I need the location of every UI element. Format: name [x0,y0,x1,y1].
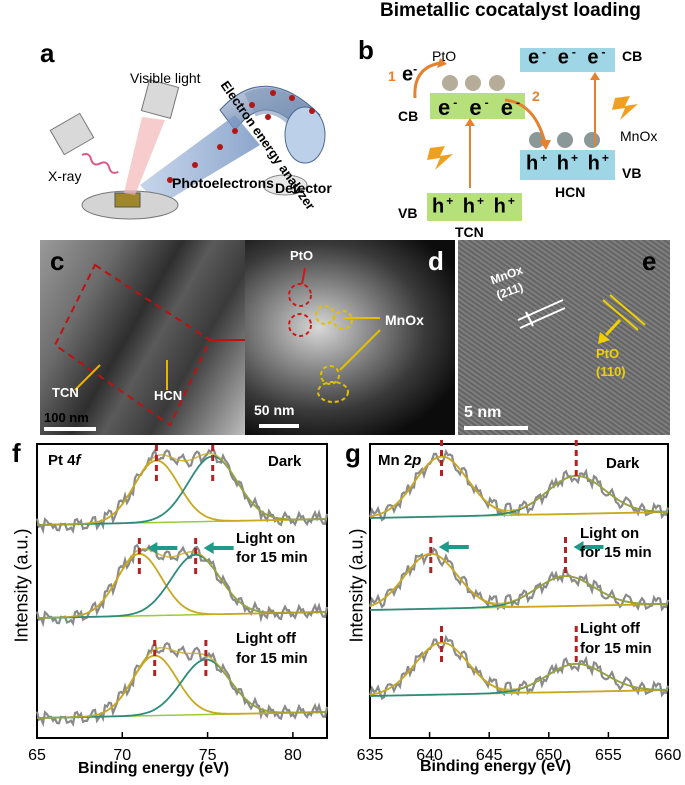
tcn-label-c: TCN [52,385,79,400]
mnox-label-b: MnOx [620,128,658,144]
pto-plane-e: (110) [596,364,626,379]
g-xlabel: Binding energy (eV) [420,758,572,775]
pto-label-d: PtO [290,248,314,263]
envelope-fit-f [37,548,327,619]
f-dark-label: Dark [268,453,302,470]
x-tick-label-g: 655 [595,747,622,764]
x-tick-label-g: 660 [655,747,682,764]
step2-label: 2 [532,88,540,104]
x-tick-label-f: 75 [199,747,217,764]
cb-right-label: CB [622,48,643,64]
f-lighton-1: Light on [236,530,296,547]
xps-setup-illustration [49,79,326,220]
figure-title: Bimetallic cocatalyst loading [380,0,641,21]
tcn-vb-holes: h+ h+ h+ [432,194,517,218]
x-tick-label-f: 70 [113,747,131,764]
panel-e-label: e [642,246,657,276]
vb-left-label: VB [398,205,418,221]
xps-charts: 65 70 75 80 635 640 645 650 655 660 [28,440,682,764]
x-tick-label-g: 640 [416,747,443,764]
raw-spectrum-f [35,543,329,628]
plot-frame-g [369,443,669,739]
raw-spectrum-f [35,640,329,728]
g-lighton-2: for 15 min [580,544,652,561]
panel-c-label: c [50,246,65,276]
envelope-fit-f [37,646,327,719]
pto-label-e: PtO [596,346,620,361]
x-tick-label-f: 80 [284,747,302,764]
g-lightoff-1: Light off [580,620,640,637]
cb-left-label: CB [398,108,419,124]
scale-bar-d: 50 nm [254,402,295,418]
panel-d-label: d [428,246,444,276]
panel-g-label: g [345,438,361,468]
x-tick-label-f: 65 [28,747,46,764]
x-tick-label-g: 645 [476,747,503,764]
f-title: Pt 4f [48,452,81,469]
envelope-fit-g [369,455,669,518]
raw-spectrum-f [35,445,329,535]
x-tick-label-g: 635 [357,747,384,764]
shift-arrowhead-g [573,541,584,553]
hcn-label-b: HCN [555,184,586,200]
f-lightoff-1: Light off [236,630,296,647]
photoelectrons-label: Photoelectrons [172,175,274,191]
particle-markers [259,267,381,428]
step1-label: 1 [388,68,396,84]
vb-right-label: VB [622,165,642,181]
panel-a-label: a [40,38,55,68]
haadf-image-d [245,240,455,435]
shift-arrowhead-g [438,541,449,553]
f-lightoff-2: for 15 min [236,650,308,667]
tem-image-c [40,240,245,435]
band-diagram [413,48,638,221]
visible-light-label: Visible light [130,70,201,86]
excited-electron: e- [402,62,418,86]
envelope-fit-f [37,452,327,526]
pto-label-b: PtO [432,48,457,64]
xray-label: X-ray [48,168,82,184]
hcn-vb-holes: h+ h+ h+ [526,151,611,175]
f-xlabel: Binding energy (eV) [78,760,230,777]
g-lightoff-2: for 15 min [580,640,652,657]
scale-bar-e: 5 nm [464,404,502,421]
panel-b-label: b [358,35,374,65]
g-lighton-1: Light on [580,525,640,542]
hcn-cb-electrons: e- e- e- [528,45,609,69]
lattice-markers [464,294,646,430]
tcn-label-b: TCN [455,224,484,240]
tcn-cb-electrons: e- e- e- [438,95,523,120]
shift-arrowhead-f [203,542,214,554]
hrtem-image-e [458,240,670,435]
hcn-label-c: HCN [154,388,183,403]
x-tick-label-g: 650 [535,747,562,764]
g-dark-label: Dark [606,455,640,472]
detector-label: Detector [275,180,332,196]
plot-frame-f [36,443,328,739]
tcn-hcn-outline [44,263,245,431]
envelope-fit-g [369,641,668,696]
scale-bar-c: 100 nm [44,410,89,425]
g-title: Mn 2p [378,452,422,469]
envelope-fit-g [369,553,669,607]
mnox-label-d: MnOx [385,312,424,328]
shift-arrowhead-f [147,542,158,554]
f-lighton-2: for 15 min [236,549,308,566]
panel-f-label: f [12,438,21,468]
